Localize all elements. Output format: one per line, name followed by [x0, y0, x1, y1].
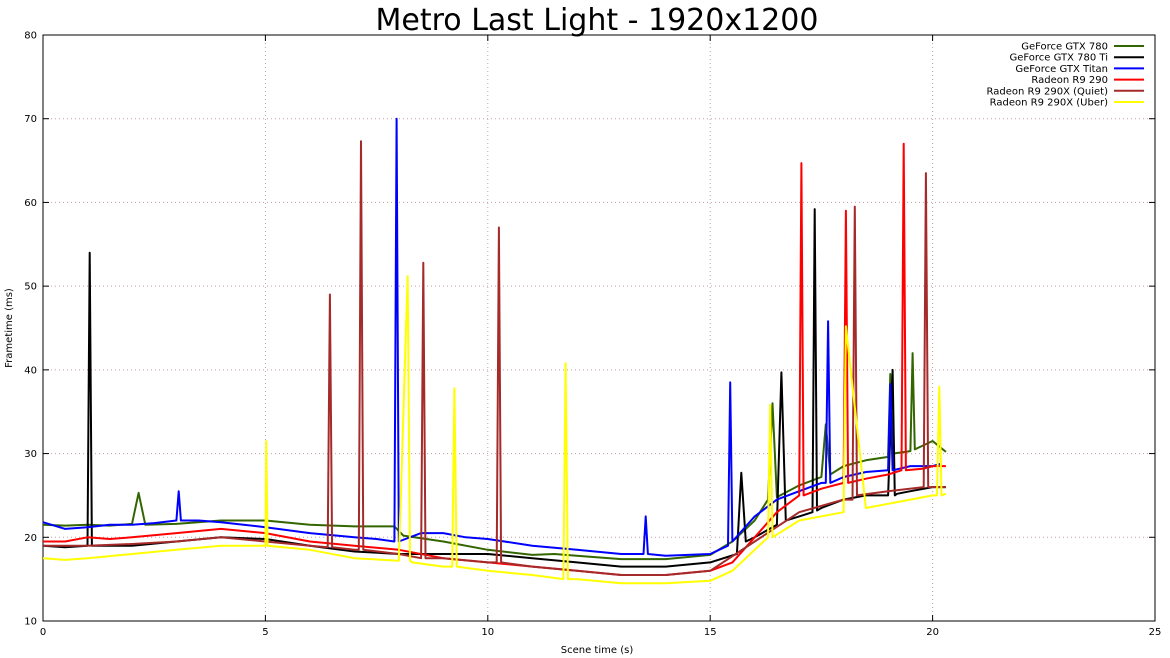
y-tick-label: 30	[24, 449, 37, 460]
legend-label: GeForce GTX 780	[1021, 42, 1108, 53]
series-line-radeon-r9-290x-quiet	[43, 140, 946, 576]
x-tick-label: 15	[704, 627, 717, 638]
y-tick-label: 10	[24, 617, 37, 628]
y-tick-label: 80	[24, 31, 37, 42]
legend-label: Radeon R9 290X (Uber)	[990, 98, 1108, 109]
x-axis-ticks: 0 5 10 15 20 25	[40, 35, 1162, 638]
x-tick-label: 10	[481, 627, 494, 638]
y-tick-label: 60	[24, 198, 37, 209]
plot-frame	[42, 34, 1156, 622]
x-tick-label: 25	[1149, 627, 1162, 638]
series-lines	[42, 117, 947, 585]
chart-title: Metro Last Light - 1920x1200	[376, 3, 819, 38]
legend-label: Radeon R9 290	[1031, 75, 1108, 86]
y-tick-label: 50	[24, 282, 37, 293]
x-tick-label: 0	[40, 627, 46, 638]
legend-label: GeForce GTX Titan	[1015, 64, 1108, 75]
y-axis-ticks: 10 20 30 40 50 60 70 80	[24, 31, 1155, 628]
y-tick-label: 40	[24, 365, 37, 376]
legend-label: GeForce GTX 780 Ti	[1009, 53, 1108, 64]
series-line-radeon-r9-290	[43, 142, 946, 576]
x-tick-label: 20	[926, 627, 939, 638]
y-tick-label: 70	[24, 114, 37, 125]
series-line-radeon-r9-290x-uber	[42, 275, 947, 585]
x-tick-label: 5	[262, 627, 268, 638]
y-tick-label: 20	[24, 533, 37, 544]
x-axis-label: Scene time (s)	[561, 645, 634, 656]
series-line-geforce-gtx-titan	[42, 117, 942, 557]
y-axis-label: Frametime (ms)	[4, 288, 15, 368]
legend-label: Radeon R9 290X (Quiet)	[987, 86, 1109, 97]
